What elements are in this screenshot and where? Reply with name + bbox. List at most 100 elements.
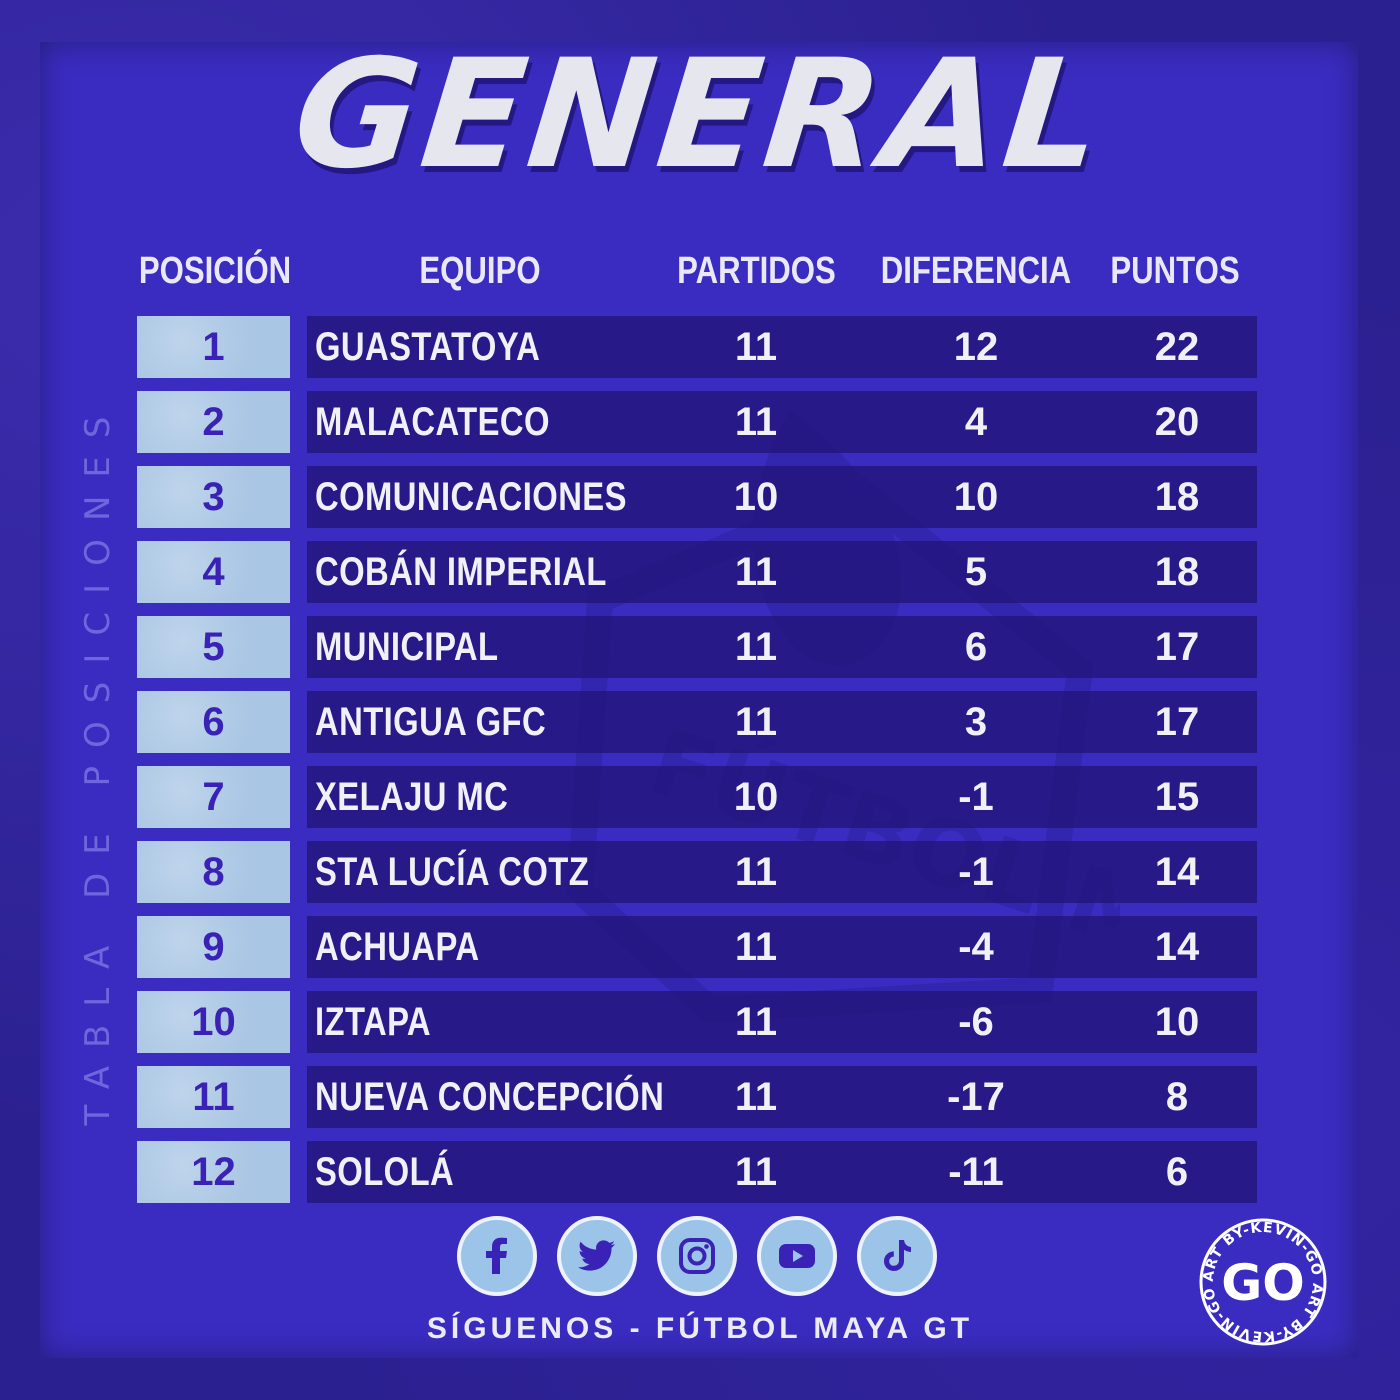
team-name: STA LUCÍA COTZ: [315, 850, 590, 894]
points-cell: 8: [1165, 1075, 1189, 1119]
team-name: XELAJU MC: [315, 775, 509, 819]
position-cell: 2: [137, 391, 290, 453]
difference-cell: -6: [958, 1000, 994, 1044]
team-name: SOLOLÁ: [315, 1150, 455, 1194]
row-bar: [307, 1141, 1257, 1203]
difference-cell: 4: [964, 400, 988, 444]
row-bar: [307, 766, 1257, 828]
row-bar: [307, 991, 1257, 1053]
difference-cell: -1: [958, 775, 994, 819]
points-cell: 10: [1154, 1000, 1200, 1044]
position-cell: 12: [137, 1141, 290, 1203]
played-cell: 11: [734, 550, 778, 594]
played-cell: 11: [734, 400, 778, 444]
table-row: 12 SOLOLÁ 11 -11 6: [0, 1141, 1400, 1203]
team-name: IZTAPA: [315, 1000, 432, 1044]
table-row: 4 COBÁN IMPERIAL 11 5 18: [0, 541, 1400, 603]
team-name: COBÁN IMPERIAL: [315, 550, 607, 594]
row-bar: [307, 1066, 1257, 1128]
row-bar: [307, 691, 1257, 753]
points-cell: 22: [1154, 325, 1200, 369]
row-bar: [307, 541, 1257, 603]
youtube-icon: [779, 1244, 815, 1268]
header-played: PARTIDOS: [677, 250, 836, 292]
points-cell: 17: [1154, 700, 1200, 744]
table-row: 9 ACHUAPA 11 -4 14: [0, 916, 1400, 978]
kevin-go-logo: ART BY-KEVIN-GO ART BY-KEVIN-GO GO: [1199, 1218, 1327, 1346]
header-position: POSICIÓN: [138, 250, 292, 292]
tiktok-icon: [884, 1240, 911, 1271]
team-name: GUASTATOYA: [315, 325, 541, 369]
table-row: 2 MALACATECO 11 4 20: [0, 391, 1400, 453]
page-title: GENERAL: [286, 28, 1114, 202]
team-name: COMUNICACIONES: [315, 475, 627, 519]
position-cell: 10: [137, 991, 290, 1053]
team-name: ACHUAPA: [315, 925, 480, 969]
team-name: MUNICIPAL: [315, 625, 499, 669]
table-row: 7 XELAJU MC 10 -1 15: [0, 766, 1400, 828]
difference-cell: 5: [964, 550, 988, 594]
table-header: POSICIÓN EQUIPO PARTIDOS DIFERENCIA PUNT…: [0, 250, 1400, 300]
position-cell: 9: [137, 916, 290, 978]
row-bar: [307, 616, 1257, 678]
played-cell: 11: [734, 850, 778, 894]
team-name: NUEVA CONCEPCIÓN: [315, 1075, 665, 1119]
played-cell: 11: [734, 625, 778, 669]
table-row: 3 COMUNICACIONES 10 10 18: [0, 466, 1400, 528]
played-cell: 10: [733, 475, 779, 519]
row-bar: [307, 841, 1257, 903]
header-points: PUNTOS: [1110, 250, 1240, 292]
instagram-button[interactable]: [657, 1216, 737, 1296]
position-cell: 1: [137, 316, 290, 378]
played-cell: 11: [734, 1075, 778, 1119]
played-cell: 11: [734, 325, 778, 369]
twitter-button[interactable]: [557, 1216, 637, 1296]
table-row: 6 ANTIGUA GFC 11 3 17: [0, 691, 1400, 753]
social-links: [0, 1216, 1400, 1306]
difference-cell: -4: [958, 925, 994, 969]
points-cell: 14: [1154, 925, 1200, 969]
points-cell: 15: [1154, 775, 1200, 819]
points-cell: 18: [1154, 550, 1200, 594]
played-cell: 11: [734, 1000, 778, 1044]
position-cell: 6: [137, 691, 290, 753]
points-cell: 20: [1154, 400, 1200, 444]
difference-cell: 3: [964, 700, 988, 744]
badge-logo-text: GO: [1221, 1254, 1305, 1312]
instagram-icon: [679, 1238, 715, 1274]
row-bar: [307, 391, 1257, 453]
team-name: ANTIGUA GFC: [315, 700, 547, 744]
points-cell: 14: [1154, 850, 1200, 894]
difference-cell: -11: [948, 1150, 1004, 1194]
played-cell: 11: [734, 700, 778, 744]
header-team: EQUIPO: [419, 250, 541, 292]
position-cell: 4: [137, 541, 290, 603]
team-name: MALACATECO: [315, 400, 550, 444]
facebook-icon: [486, 1237, 507, 1274]
difference-cell: -17: [947, 1075, 1005, 1119]
table-row: 1 GUASTATOYA 11 12 22: [0, 316, 1400, 378]
points-cell: 18: [1154, 475, 1200, 519]
table-row: 5 MUNICIPAL 11 6 17: [0, 616, 1400, 678]
facebook-button[interactable]: [457, 1216, 537, 1296]
position-cell: 11: [137, 1066, 290, 1128]
difference-cell: 6: [964, 625, 988, 669]
position-cell: 3: [137, 466, 290, 528]
played-cell: 11: [734, 1150, 778, 1194]
played-cell: 10: [733, 775, 779, 819]
difference-cell: 10: [953, 475, 999, 519]
row-bar: [307, 916, 1257, 978]
row-bar: [307, 466, 1257, 528]
position-cell: 8: [137, 841, 290, 903]
youtube-button[interactable]: [757, 1216, 837, 1296]
twitter-icon: [578, 1240, 615, 1271]
header-difference: DIFERENCIA: [880, 250, 1072, 292]
tiktok-button[interactable]: [857, 1216, 937, 1296]
points-cell: 6: [1165, 1150, 1189, 1194]
row-bar: [307, 316, 1257, 378]
points-cell: 17: [1154, 625, 1200, 669]
position-cell: 5: [137, 616, 290, 678]
position-cell: 7: [137, 766, 290, 828]
difference-cell: -1: [958, 850, 994, 894]
played-cell: 11: [734, 925, 778, 969]
